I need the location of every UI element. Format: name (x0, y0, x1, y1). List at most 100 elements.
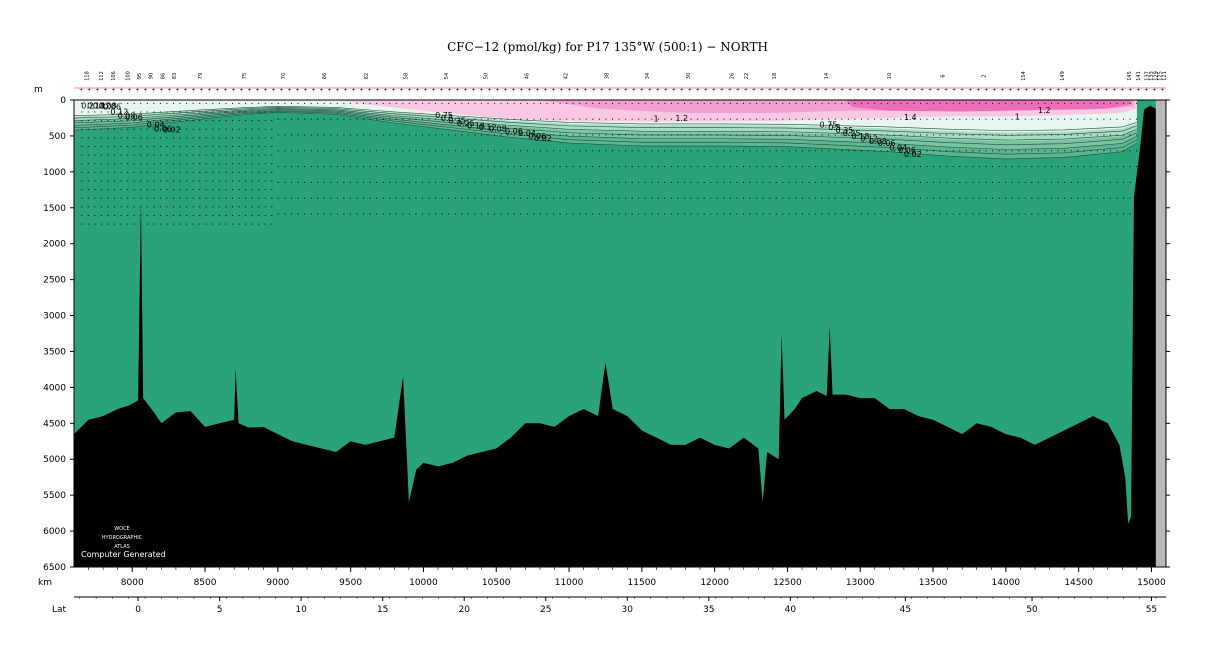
sample-dot (716, 102, 718, 104)
sample-dot (520, 102, 522, 104)
sample-dot (572, 134, 574, 136)
sample-dot (775, 197, 777, 199)
station-label: 133 (1149, 71, 1155, 81)
sample-dot (743, 134, 745, 136)
sample-dot (363, 150, 365, 152)
station-mark: + (327, 87, 331, 93)
station-mark: + (1104, 87, 1108, 93)
station-mark: + (920, 87, 924, 93)
sample-dot (127, 145, 129, 147)
sample-dot (880, 166, 882, 168)
sample-dot (336, 166, 338, 168)
sample-dot (1083, 197, 1085, 199)
sample-dot (867, 102, 869, 104)
sample-dot (258, 137, 260, 139)
station-mark: + (624, 87, 628, 93)
station-mark: + (271, 87, 275, 93)
sample-dot (546, 134, 548, 136)
sample-dot (133, 145, 135, 147)
sample-dot (251, 137, 253, 139)
station-mark: + (576, 87, 580, 93)
sample-dot (343, 150, 345, 152)
sample-dot (769, 134, 771, 136)
sample-dot (284, 197, 286, 199)
sample-dot (592, 181, 594, 183)
sample-dot (860, 166, 862, 168)
sample-dot (893, 102, 895, 104)
sample-dot (854, 166, 856, 168)
sample-dot (317, 197, 319, 199)
sample-dot (251, 145, 253, 147)
sample-dot (972, 118, 974, 120)
sample-dot (919, 134, 921, 136)
sample-dot (579, 102, 581, 104)
sample-dot (985, 197, 987, 199)
sample-dot (146, 223, 148, 225)
sample-dot (867, 166, 869, 168)
sample-dot (992, 150, 994, 152)
sample-dot (317, 134, 319, 136)
station-mark: + (103, 87, 107, 93)
sample-dot (1024, 150, 1026, 152)
sample-dot (684, 181, 686, 183)
sample-dot (841, 150, 843, 152)
sample-dot (212, 163, 214, 165)
sample-dot (146, 102, 148, 104)
sample-dot (448, 166, 450, 168)
sample-dot (906, 166, 908, 168)
sample-dot (782, 118, 784, 120)
sample-dot (251, 128, 253, 130)
sample-dot (94, 145, 96, 147)
sample-dot (815, 118, 817, 120)
sample-dot (441, 134, 443, 136)
sample-dot (199, 223, 201, 225)
sample-dot (408, 213, 410, 215)
sample-dot (533, 181, 535, 183)
contour-label: 0.02 (534, 134, 552, 143)
station-label: 79 (198, 73, 204, 79)
sample-dot (87, 128, 89, 130)
sample-dot (323, 118, 325, 120)
sample-dot (808, 166, 810, 168)
station-mark: + (1088, 87, 1092, 93)
sample-dot (231, 189, 233, 191)
sample-dot (454, 102, 456, 104)
sample-dot (592, 166, 594, 168)
x-tick-label: 14500 (1064, 578, 1093, 588)
sample-dot (225, 197, 227, 199)
x-tick-label: 11500 (628, 578, 657, 588)
sample-dot (585, 118, 587, 120)
sample-dot (487, 134, 489, 136)
sample-dot (297, 166, 299, 168)
sample-dot (1077, 150, 1079, 152)
sample-dot (212, 102, 214, 104)
sample-dot (919, 118, 921, 120)
sample-dot (500, 197, 502, 199)
y-tick-label: 1000 (43, 168, 66, 178)
sample-dot (199, 102, 201, 104)
sample-dot (100, 137, 102, 139)
sample-dot (205, 163, 207, 165)
sample-dot (192, 154, 194, 156)
sample-dot (231, 197, 233, 199)
sample-dot (369, 213, 371, 215)
sample-dot (808, 102, 810, 104)
sample-dot (166, 189, 168, 191)
sample-dot (81, 102, 83, 104)
sample-dot (651, 134, 653, 136)
sample-dot (697, 181, 699, 183)
station-mark: + (968, 87, 972, 93)
sample-dot (598, 197, 600, 199)
sample-dot (965, 118, 967, 120)
sample-dot (494, 181, 496, 183)
sample-dot (179, 145, 181, 147)
sample-dot (212, 171, 214, 173)
sample-dot (87, 171, 89, 173)
sample-dot (166, 206, 168, 208)
sample-dot (159, 197, 161, 199)
sample-dot (821, 181, 823, 183)
sample-dot (723, 150, 725, 152)
sample-dot (520, 213, 522, 215)
sample-dot (179, 102, 181, 104)
